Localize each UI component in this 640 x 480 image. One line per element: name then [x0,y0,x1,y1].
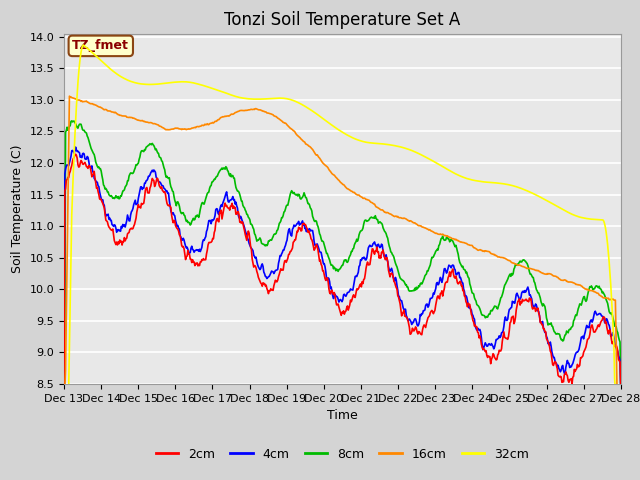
2cm [411,326,419,332]
8cm [60,387,68,393]
8cm [68,118,76,124]
4cm [617,387,625,393]
X-axis label: Time: Time [327,409,358,422]
16cm [428,228,435,234]
4cm [185,250,193,256]
Line: 2cm: 2cm [64,154,621,390]
4cm [411,316,419,322]
16cm [128,115,136,120]
32cm [70,151,78,157]
32cm [185,79,193,85]
8cm [617,387,625,393]
8cm [428,258,435,264]
32cm [128,79,136,84]
8cm [71,120,79,125]
16cm [617,387,625,393]
16cm [411,220,419,226]
Title: Tonzi Soil Temperature Set A: Tonzi Soil Temperature Set A [224,11,461,29]
32cm [617,387,625,393]
32cm [428,157,435,163]
32cm [79,42,87,48]
8cm [185,219,193,225]
2cm [214,218,222,224]
2cm [72,151,79,157]
16cm [71,96,79,102]
32cm [214,87,222,93]
16cm [60,387,68,393]
4cm [214,211,222,216]
2cm [60,387,68,393]
16cm [185,126,193,132]
4cm [70,150,78,156]
Line: 16cm: 16cm [64,96,621,390]
8cm [128,170,136,176]
4cm [428,296,435,301]
4cm [128,208,136,214]
8cm [411,286,419,291]
8cm [214,171,222,177]
16cm [214,117,222,122]
4cm [72,144,79,150]
Y-axis label: Soil Temperature (C): Soil Temperature (C) [11,144,24,273]
2cm [128,226,136,232]
Line: 32cm: 32cm [64,45,621,390]
2cm [617,387,625,393]
2cm [70,155,78,160]
Line: 8cm: 8cm [64,121,621,390]
4cm [60,387,68,393]
32cm [411,149,419,155]
Legend: 2cm, 4cm, 8cm, 16cm, 32cm: 2cm, 4cm, 8cm, 16cm, 32cm [150,443,534,466]
Line: 4cm: 4cm [64,147,621,390]
2cm [185,251,193,257]
Text: TZ_fmet: TZ_fmet [72,39,129,52]
32cm [60,387,68,393]
2cm [428,309,435,314]
16cm [65,93,73,99]
